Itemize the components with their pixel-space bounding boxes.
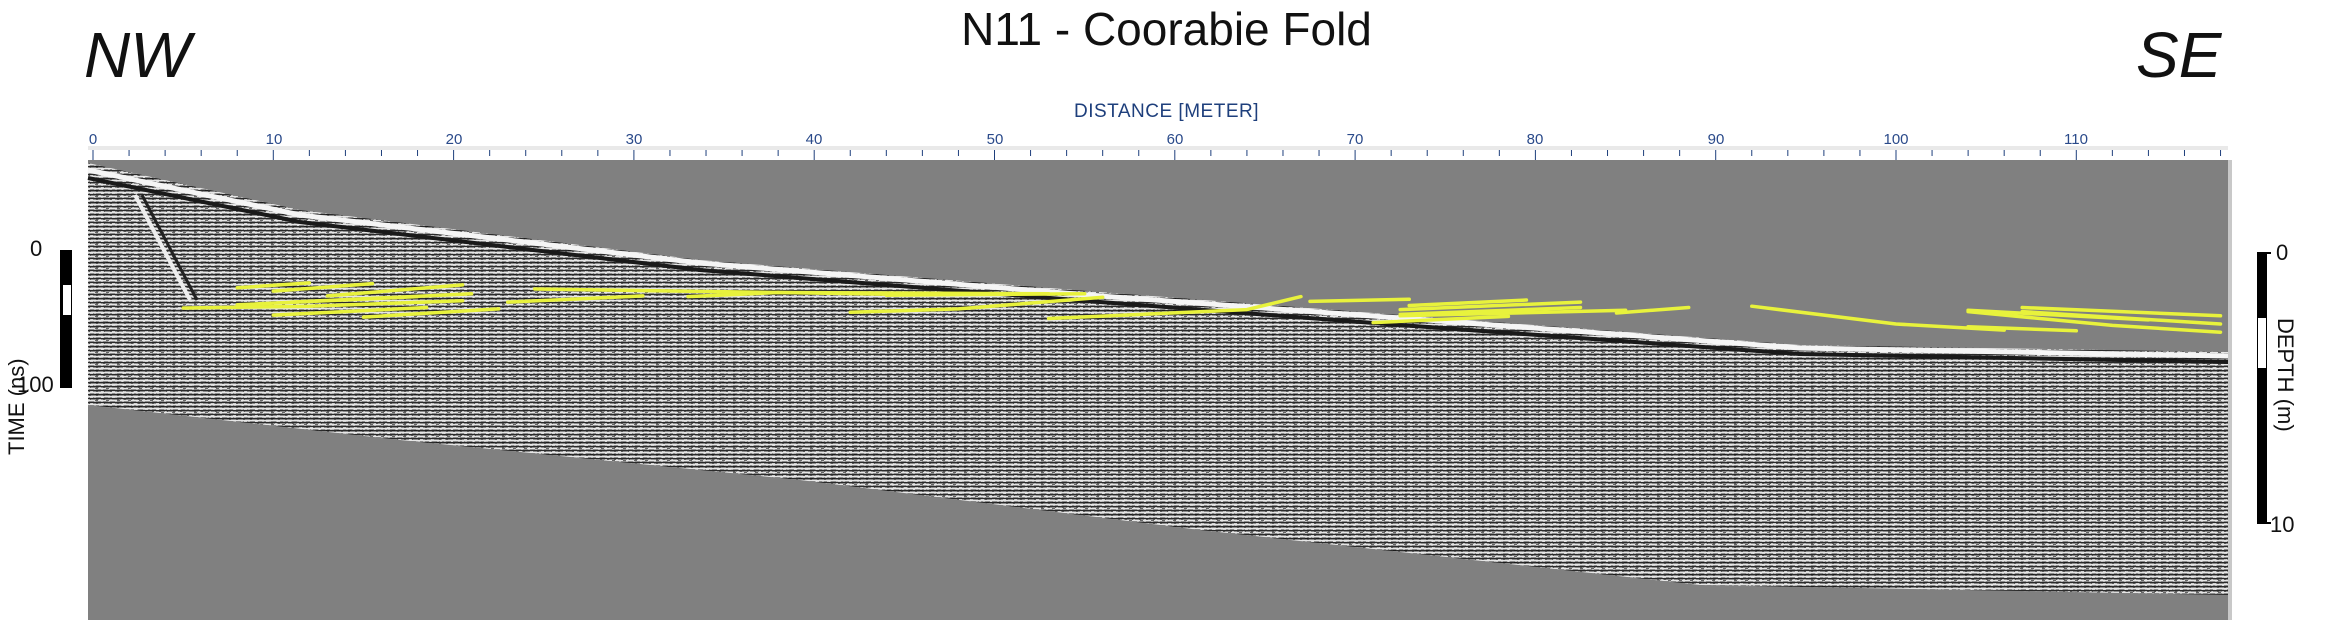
figure-title: N11 - Coorabie Fold <box>961 3 1372 55</box>
reflector-line <box>884 292 1087 297</box>
depth-scale-top-tick <box>2257 252 2271 254</box>
reflector-line <box>271 305 429 317</box>
reflector-line <box>1407 298 1529 308</box>
reflector-line <box>181 298 465 310</box>
reflector-line <box>505 294 645 304</box>
time-scale-bar <box>62 250 72 388</box>
distance-tick-label: 10 <box>265 131 283 148</box>
reflector-line <box>289 292 474 304</box>
distance-axis-title: DISTANCE [METER] <box>1074 101 1259 122</box>
distance-tick-label: 40 <box>805 131 823 148</box>
distance-tick-marks <box>92 150 2222 160</box>
right-frame <box>2228 160 2232 620</box>
reflector-line <box>1966 324 2079 333</box>
reflector-line <box>686 290 780 299</box>
reflector-line <box>2020 305 2223 318</box>
time-scale-marker <box>63 285 71 315</box>
diffraction-hyperbola-shadow <box>140 194 199 301</box>
interpreted-reflectors <box>181 281 2223 334</box>
distance-tick-label: 30 <box>625 131 643 148</box>
top-axis-bar <box>88 146 2228 150</box>
distance-tick-label: 60 <box>1166 131 1184 148</box>
depth-scale-bottom-tick <box>2257 522 2271 524</box>
radargram-texture <box>88 163 2228 595</box>
distance-tick-label: 100 <box>1883 131 1909 148</box>
reflector-line <box>361 307 501 319</box>
distance-tick-label: 50 <box>986 131 1004 148</box>
reflector-line <box>1398 305 1583 317</box>
direction-label-nw: NW <box>84 19 191 91</box>
reflector-line <box>1398 300 1583 312</box>
time-tick-label: 100 <box>17 372 54 397</box>
reflector-line <box>1966 309 2223 334</box>
depth-tick-label: 10 <box>2270 512 2295 537</box>
distance-tick-label: 70 <box>1346 131 1364 148</box>
diffraction-hyperbola <box>133 194 192 301</box>
distance-tick-label: 90 <box>1707 131 1725 148</box>
ground-surface-shadow <box>87 176 2229 364</box>
depth-scale-bar <box>2257 252 2267 524</box>
reflector-line <box>1371 314 1511 325</box>
depth-tick-label: 0 <box>2276 240 2289 265</box>
reflector-line <box>848 295 1105 315</box>
reflector-line <box>2020 309 2223 326</box>
reflector-line <box>1398 308 1628 318</box>
reflector-line <box>1308 297 1411 304</box>
reflector-line <box>235 281 312 290</box>
distance-tick-label: 80 <box>1526 131 1544 148</box>
time-scale-axis <box>60 250 62 388</box>
depth-axis-title: DEPTH (m) <box>2273 318 2298 432</box>
time-tick-label: 0 <box>30 236 43 261</box>
reflector-line <box>271 281 375 293</box>
distance-tick-label: 0 <box>88 131 98 148</box>
reflector-line <box>1046 294 1303 321</box>
time-axis-title: TIME (ns) <box>4 358 29 455</box>
distance-tick-label: 20 <box>445 131 463 148</box>
reflector-line <box>1614 305 1691 315</box>
depth-scale-marker <box>2258 318 2266 368</box>
reflector-line <box>325 283 465 298</box>
distance-tick-label: 110 <box>2064 131 2088 148</box>
direction-label-se: SE <box>2136 19 2222 91</box>
